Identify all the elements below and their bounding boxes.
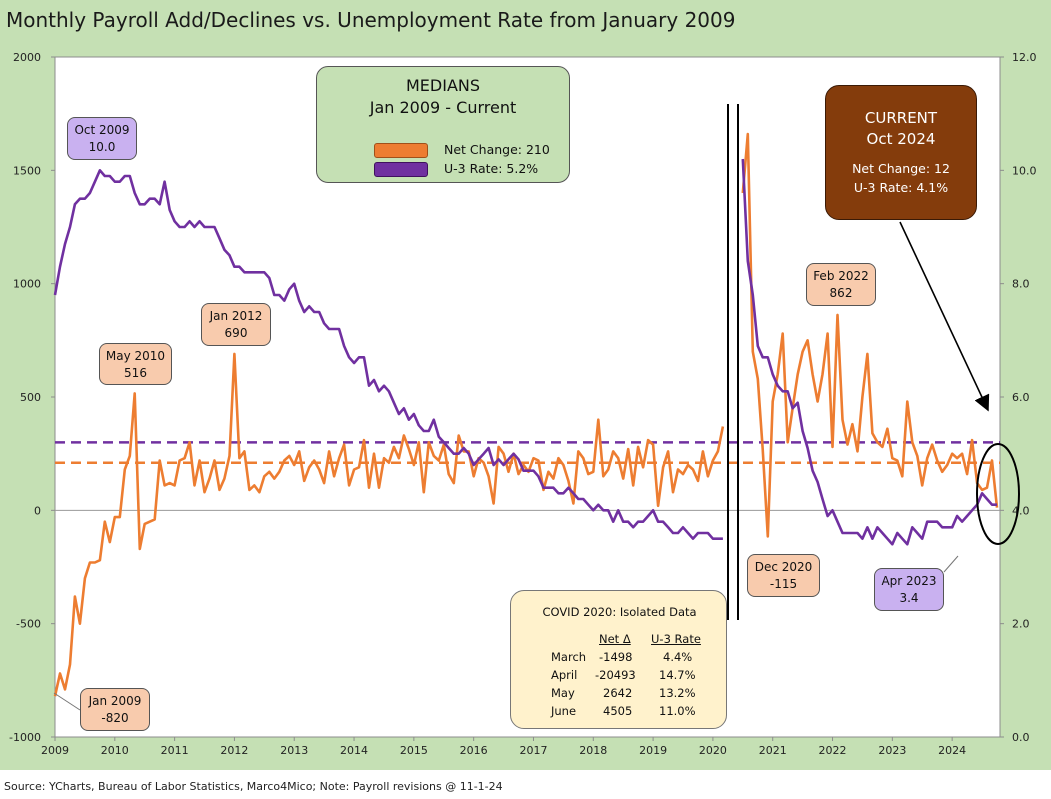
- chart-title: Monthly Payroll Add/Declines vs. Unemplo…: [6, 8, 736, 32]
- x-tick-label: 2012: [220, 744, 248, 757]
- covid-header-net: Net Δ: [599, 632, 631, 646]
- current-box: CURRENT Oct 2024 Net Change: 12 U-3 Rate…: [825, 85, 977, 220]
- callout-may-2010: May 2010 516: [99, 343, 172, 385]
- legend-net-label: Net Change: 210: [444, 142, 550, 157]
- y-tick-label-right: 8.0: [1012, 278, 1030, 291]
- covid-row-net: 2642: [603, 686, 633, 700]
- callout-label: Jan 2012: [209, 309, 263, 323]
- callout-value: 516: [124, 366, 147, 380]
- callout-label: Jan 2009: [88, 694, 142, 708]
- x-tick-label: 2020: [699, 744, 727, 757]
- y-tick-label-right: 6.0: [1012, 391, 1030, 404]
- callout-label: Apr 2023: [881, 574, 937, 588]
- callout-value: -115: [769, 577, 798, 591]
- current-title: CURRENT: [864, 109, 938, 127]
- y-tick-label-left: 1500: [13, 164, 41, 177]
- covid-row-month: March: [551, 650, 587, 664]
- current-month: Oct 2024: [866, 130, 936, 148]
- callout-jan-2012: Jan 2012 690: [201, 303, 271, 346]
- x-tick-label: 2009: [41, 744, 69, 757]
- x-tick-label: 2015: [400, 744, 428, 757]
- callout-value: 862: [829, 286, 853, 300]
- x-tick-label: 2024: [938, 744, 966, 757]
- medians-subtitle: Jan 2009 - Current: [369, 98, 517, 117]
- net-change-line: [741, 132, 999, 538]
- y-tick-label-right: 10.0: [1012, 164, 1037, 177]
- covid-row-month: April: [551, 668, 578, 682]
- legend-u3-swatch: [374, 162, 428, 177]
- current-arrow: [899, 221, 990, 412]
- x-tick-label: 2023: [878, 744, 906, 757]
- x-tick-label: 2021: [759, 744, 787, 757]
- current-net: Net Change: 12: [852, 161, 950, 176]
- covid-row-u3: 14.7%: [659, 668, 696, 682]
- callout-leader: [943, 555, 959, 573]
- y-tick-label-right: 0.0: [1012, 731, 1030, 744]
- x-tick-label: 2013: [280, 744, 308, 757]
- current-highlight-ellipse: [976, 443, 1020, 545]
- x-tick-label: 2011: [161, 744, 189, 757]
- callout-label: Dec 2020: [754, 560, 813, 574]
- callout-apr-2023: Apr 2023 3.4: [874, 568, 944, 611]
- callout-jan-2009: Jan 2009 -820: [80, 688, 150, 731]
- covid-row-month: May: [551, 686, 575, 700]
- covid-title: COVID 2020: Isolated Data: [542, 605, 697, 619]
- x-tick-label: 2014: [340, 744, 368, 757]
- net-change-line: [53, 352, 725, 697]
- covid-row-net: -20493: [595, 668, 636, 682]
- callout-value: -820: [101, 711, 129, 725]
- covid-header-u3: U-3 Rate: [651, 632, 701, 646]
- callout-value: 3.4: [899, 591, 919, 605]
- callout-label: Feb 2022: [813, 269, 869, 283]
- covid-row-net: -1498: [599, 650, 633, 664]
- callout-value: 10.0: [88, 140, 116, 154]
- callout-dec-2020: Dec 2020 -115: [747, 554, 820, 597]
- y-tick-label-left: 500: [20, 391, 41, 404]
- u3-rate-line: [53, 169, 723, 541]
- title-bar: Monthly Payroll Add/Declines vs. Unemplo…: [0, 0, 1051, 44]
- y-tick-label-right: 12.0: [1012, 51, 1037, 64]
- source-note: Source: YCharts, Bureau of Labor Statist…: [4, 780, 503, 793]
- y-tick-label-right: 2.0: [1012, 618, 1030, 631]
- y-tick-label-left: 2000: [13, 51, 41, 64]
- callout-leader: [53, 692, 81, 711]
- y-tick-label-left: 1000: [13, 278, 41, 291]
- callout-value: 690: [224, 326, 248, 340]
- x-tick-label: 2022: [819, 744, 847, 757]
- x-tick-label: 2019: [639, 744, 667, 757]
- y-tick-label-left: -1000: [9, 731, 41, 744]
- covid-row-u3: 11.0%: [659, 704, 696, 718]
- x-tick-label: 2017: [519, 744, 547, 757]
- callout-label: Oct 2009: [74, 123, 130, 137]
- x-tick-label: 2018: [579, 744, 607, 757]
- covid-row-month: June: [551, 704, 577, 718]
- covid-row-u3: 13.2%: [659, 686, 696, 700]
- x-tick-label: 2016: [460, 744, 488, 757]
- legend-u3-label: U-3 Rate: 5.2%: [444, 161, 539, 176]
- covid-row-u3: 4.4%: [663, 650, 693, 664]
- medians-legend-box: MEDIANS Jan 2009 - Current Net Change: 2…: [316, 66, 570, 183]
- callout-oct-2009: Oct 2009 10.0: [67, 117, 137, 160]
- u3-rate-line: [741, 158, 997, 546]
- callout-feb-2022: Feb 2022 862: [806, 263, 876, 306]
- legend-net-swatch: [374, 143, 428, 158]
- y-tick-label-left: -500: [16, 618, 41, 631]
- callout-label: May 2010: [105, 349, 166, 363]
- y-tick-label-right: 4.0: [1012, 504, 1030, 517]
- covid-row-net: 4505: [603, 704, 633, 718]
- y-tick-label-left: 0: [34, 504, 41, 517]
- medians-title: MEDIANS: [405, 76, 481, 95]
- current-u3: U-3 Rate: 4.1%: [853, 180, 949, 195]
- x-tick-label: 2010: [101, 744, 129, 757]
- covid-data-box: COVID 2020: Isolated Data Net Δ U-3 Rate…: [510, 590, 727, 729]
